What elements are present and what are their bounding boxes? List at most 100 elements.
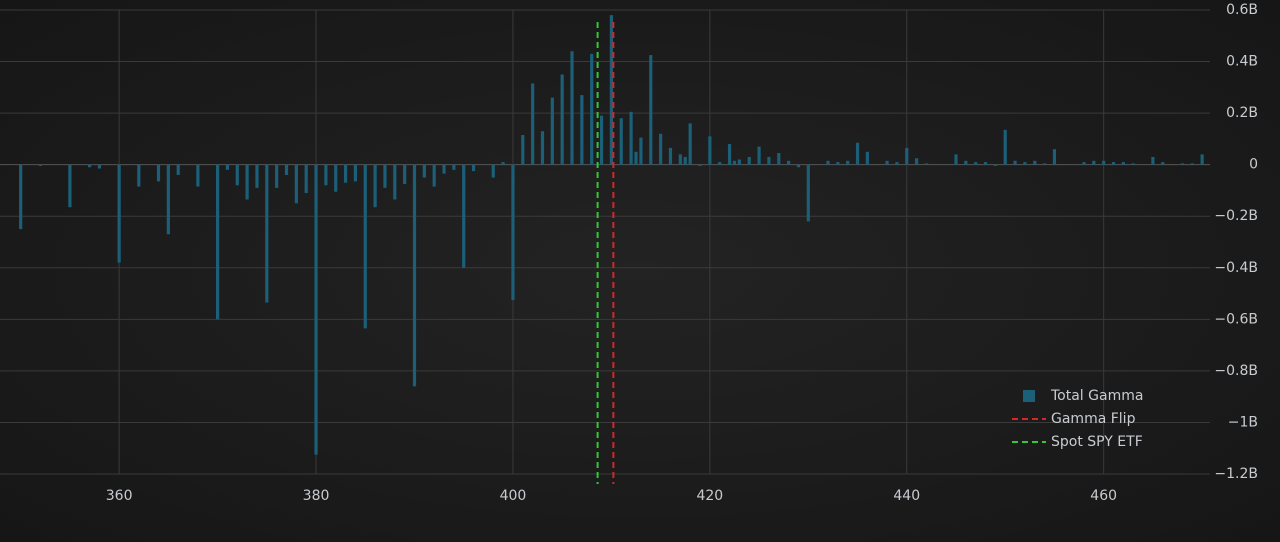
y-tick-label: −0.4B [1214, 260, 1258, 276]
bar [363, 164, 367, 329]
bar [732, 160, 737, 165]
bar [442, 164, 446, 174]
bar [156, 164, 161, 182]
bar [412, 164, 417, 387]
y-tick-label: −0.2B [1214, 208, 1258, 224]
bar [393, 164, 397, 200]
bar [97, 164, 102, 169]
bar [1200, 154, 1204, 165]
bar [1003, 129, 1007, 165]
bar [275, 164, 279, 188]
bar [501, 162, 505, 165]
bar [550, 97, 554, 165]
bar [176, 164, 180, 175]
bar [599, 115, 604, 165]
bar [895, 162, 899, 165]
bar [87, 164, 92, 168]
legend-label: Total Gamma [1050, 388, 1143, 404]
bar [38, 164, 42, 166]
bar [668, 147, 673, 165]
bar [659, 133, 663, 165]
bar [511, 164, 515, 300]
y-tick-label: −0.8B [1214, 363, 1258, 379]
bar [403, 164, 407, 184]
bar [915, 158, 919, 165]
bar [727, 144, 732, 165]
bar [117, 164, 121, 263]
bar [855, 142, 860, 165]
bar [324, 164, 328, 186]
bar [1092, 160, 1096, 165]
bar [540, 131, 545, 165]
bar [649, 55, 653, 165]
bar [452, 164, 456, 170]
legend-swatch [1023, 390, 1035, 402]
bar [629, 111, 633, 165]
bar [993, 164, 997, 166]
y-tick-label: 0 [1249, 157, 1258, 173]
bar [865, 151, 869, 165]
bar [708, 136, 712, 165]
x-tick-label: 360 [106, 488, 133, 504]
x-tick-label: 380 [303, 488, 330, 504]
bar [698, 164, 702, 166]
y-tick-label: 0.2B [1226, 105, 1258, 121]
bar [787, 160, 791, 165]
y-tick-label: −0.6B [1214, 311, 1258, 327]
bar [796, 164, 801, 168]
bar [343, 164, 348, 183]
y-tick-label: 0.4B [1226, 54, 1258, 70]
x-tick-label: 420 [696, 488, 723, 504]
y-tick-label: −1.2B [1214, 466, 1258, 482]
bar [634, 151, 638, 165]
bar [1102, 160, 1106, 165]
bar [718, 162, 722, 165]
bar [964, 160, 968, 165]
bar [462, 164, 466, 268]
bar [570, 51, 574, 165]
bar [747, 156, 751, 165]
bar [846, 160, 850, 165]
bar [284, 164, 289, 175]
bar [1013, 160, 1017, 165]
bar [1023, 162, 1027, 165]
bar [974, 162, 978, 165]
bar [1042, 163, 1047, 165]
bar [255, 164, 259, 188]
x-tick-label: 440 [893, 488, 920, 504]
x-tick-label: 400 [500, 488, 527, 504]
bar [235, 164, 239, 186]
legend-label: Gamma Flip [1051, 411, 1136, 427]
bar [826, 160, 830, 165]
bar [885, 160, 889, 165]
bar [905, 147, 909, 165]
y-tick-label: −1B [1228, 414, 1258, 430]
bar [373, 164, 377, 208]
bar [1131, 163, 1135, 165]
bar [314, 164, 318, 455]
bar [983, 162, 988, 165]
bar [1052, 149, 1057, 165]
bar [521, 135, 525, 165]
bar [245, 164, 249, 200]
bar [806, 164, 810, 222]
bar [166, 164, 170, 235]
legend-label: Spot SPY ETF [1051, 434, 1143, 450]
bar [353, 164, 358, 182]
bar [737, 159, 741, 165]
bar [1111, 162, 1116, 165]
bar [334, 164, 338, 192]
bar [19, 164, 23, 230]
bar [1180, 163, 1185, 165]
bar [294, 164, 298, 204]
bar [383, 164, 387, 188]
bar [1151, 156, 1155, 165]
bar [619, 118, 623, 165]
bar [560, 74, 564, 165]
bar [531, 83, 535, 165]
bar [836, 162, 840, 165]
bar [688, 123, 692, 165]
bar [639, 137, 643, 165]
